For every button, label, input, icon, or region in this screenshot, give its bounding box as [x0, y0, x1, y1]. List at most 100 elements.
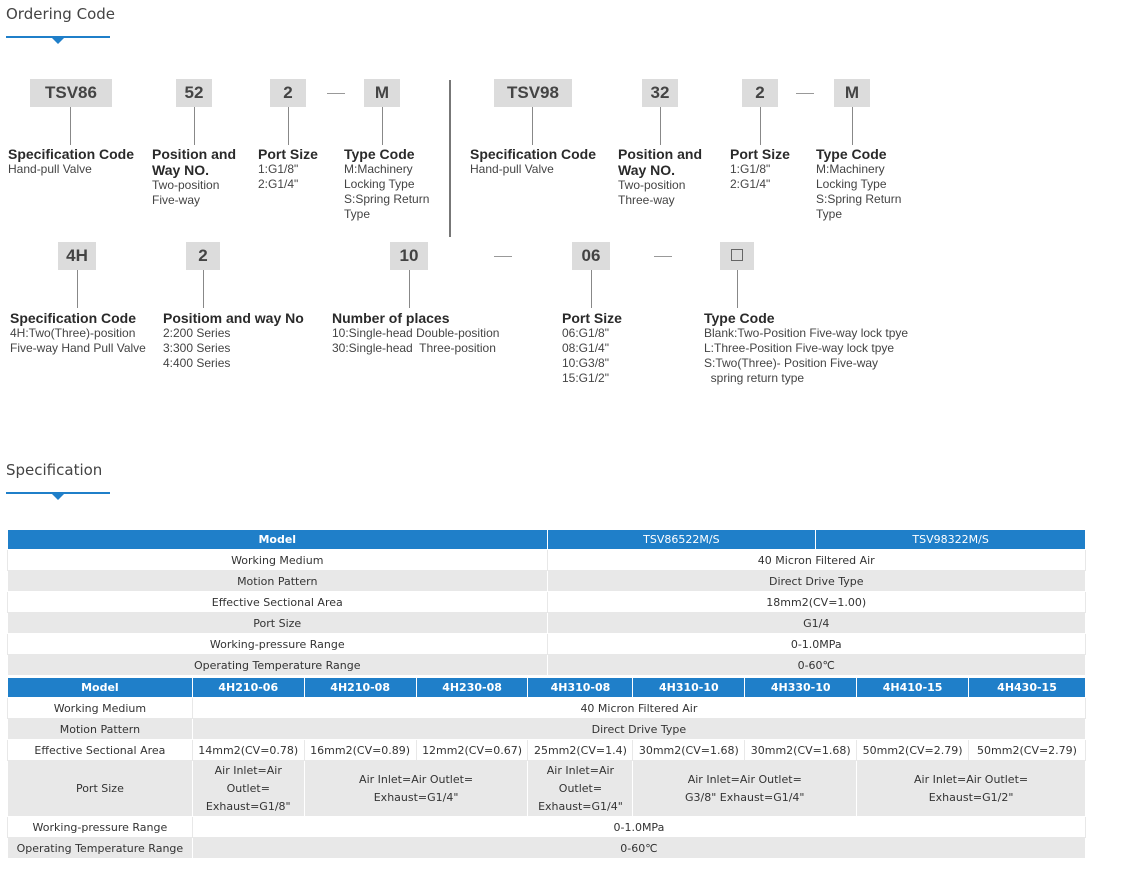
- label-detail: Locking Type: [344, 177, 415, 191]
- connector: [203, 270, 204, 308]
- connector: [70, 107, 71, 145]
- row-value: 16mm2(CV=0.89): [303, 739, 417, 761]
- label-detail: Type: [344, 207, 371, 221]
- row-value: 0-1.0MPa: [546, 633, 1086, 655]
- row-label: Operating Temperature Range: [7, 654, 548, 676]
- row-value: Direct Drive Type: [546, 570, 1086, 592]
- row-value: 12mm2(CV=0.67): [415, 739, 529, 761]
- table-row: Operating Temperature Range 0-60℃: [7, 837, 1087, 859]
- tsv98-spec-label: Specification Code Hand-pull Valve: [470, 146, 596, 177]
- label-detail: Blank:Two-Position Five-way lock tpye: [704, 326, 909, 340]
- table-header-row: Model TSV86522M/S TSV98322M/S: [7, 529, 1086, 550]
- connector: [532, 107, 533, 145]
- tsv86-type-label: Type Code M:Machinery Locking Type S:Spr…: [344, 146, 429, 222]
- table-row: Operating Temperature Range 0-60℃: [7, 654, 1086, 676]
- connector: [382, 107, 383, 145]
- dash: [494, 256, 512, 257]
- tsv98-type-label: Type Code M:Machinery Locking Type S:Spr…: [816, 146, 901, 222]
- table-row: Motion Pattern Direct Drive Type: [7, 570, 1086, 592]
- label-detail: 3:300 Series: [163, 341, 231, 355]
- row-label: Port Size: [7, 612, 548, 634]
- header-cell: 4H230-08: [415, 677, 529, 698]
- tsv86-pos-label: Position and Way NO. Two-position Five-w…: [152, 146, 236, 208]
- code-box-2: 2: [742, 79, 778, 107]
- label-detail: 1:G1/8": [730, 162, 771, 176]
- empty-square-icon: [731, 249, 743, 262]
- dash: [654, 256, 672, 257]
- row-value: Air Inlet=Air Outlet= Exhaust=G1/4": [303, 760, 529, 817]
- label-heading: Number of places: [332, 310, 450, 326]
- table-row: Working-pressure Range 0-1.0MPa: [7, 633, 1086, 655]
- label-heading: Port Size: [258, 146, 318, 162]
- label-detail: spring return type: [704, 371, 805, 385]
- dash: [327, 93, 345, 94]
- label-heading: Type Code: [704, 310, 775, 326]
- row-label: Working-pressure Range: [7, 633, 548, 655]
- header-cell: 4H210-06: [191, 677, 305, 698]
- row-label: Motion Pattern: [7, 718, 193, 740]
- label-heading: Specification Code: [10, 310, 137, 326]
- code-box-2: 2: [186, 242, 220, 270]
- spec-table-tsv: Model TSV86522M/S TSV98322M/S Working Me…: [7, 529, 1086, 676]
- table-row: Port Size G1/4: [7, 612, 1086, 634]
- code-box-4h: 4H: [58, 242, 96, 270]
- table-row: Effective Sectional Area 18mm2(CV=1.00): [7, 591, 1086, 613]
- row-value: Air Inlet=Air Outlet= G3/8" Exhaust=G1/4…: [632, 760, 858, 817]
- label-detail: Hand-pull Valve: [470, 162, 554, 176]
- label-heading: Specification Code: [8, 146, 135, 162]
- header-cell: 4H410-15: [856, 677, 970, 698]
- port-line: Exhaust=G1/4": [538, 799, 623, 813]
- header-cell: 4H430-15: [968, 677, 1086, 698]
- port-line: Air Inlet=Air: [546, 763, 615, 777]
- port-line: Exhaust=G1/8": [205, 799, 291, 813]
- row-label: Working Medium: [7, 549, 548, 571]
- label-heading: Way NO.: [152, 162, 210, 178]
- connector: [737, 270, 738, 308]
- port-line: Exhaust=G1/2": [928, 790, 1014, 804]
- h4-spec-label: Specification Code 4H:Two(Three)-positio…: [10, 310, 146, 356]
- code-box-tsv98: TSV98: [494, 79, 572, 107]
- label-detail: 2:G1/4": [730, 177, 771, 191]
- label-heading: Specification Code: [470, 146, 597, 162]
- row-value: 0-60℃: [546, 654, 1086, 676]
- label-heading: Positiom and way No: [163, 310, 304, 326]
- port-line: Air Inlet=Air Outlet=: [359, 772, 474, 786]
- tsv98-pos-label: Position and Way NO. Two-position Three-…: [618, 146, 702, 208]
- connector: [194, 107, 195, 145]
- label-heading: Port Size: [562, 310, 622, 326]
- label-detail: 15:G1/2": [562, 371, 609, 385]
- row-value: 0-1.0MPa: [191, 816, 1087, 838]
- tsv98-port-label: Port Size 1:G1/8" 2:G1/4": [730, 146, 790, 192]
- header-cell: Model: [7, 677, 193, 698]
- header-cell: TSV86522M/S: [546, 529, 817, 550]
- label-detail: Hand-pull Valve: [8, 162, 92, 176]
- connector: [77, 270, 78, 308]
- h4-pos-label: Positiom and way No 2:200 Series 3:300 S…: [163, 310, 304, 371]
- label-heading: Type Code: [344, 146, 415, 162]
- table-row: Port Size Air Inlet=Air Outlet= Exhaust=…: [7, 760, 1086, 817]
- header-cell: TSV98322M/S: [815, 529, 1086, 550]
- row-value: 40 Micron Filtered Air: [546, 549, 1086, 571]
- code-box-10: 10: [390, 242, 428, 270]
- code-box-m: M: [834, 79, 870, 107]
- label-detail: Two-position: [152, 178, 220, 192]
- label-detail: S:Two(Three)- Position Five-way: [704, 356, 879, 370]
- label-heading: Position and: [618, 146, 702, 162]
- label-detail: S:Spring Return: [816, 192, 902, 206]
- row-value: Direct Drive Type: [191, 718, 1087, 740]
- ordering-code-title: Ordering Code: [6, 5, 115, 23]
- label-detail: Five-way Hand Pull Valve: [10, 341, 146, 355]
- label-detail: 2:G1/4": [258, 177, 299, 191]
- connector: [288, 107, 289, 145]
- port-line: Air Inlet=Air: [214, 763, 282, 777]
- label-detail: Three-way: [618, 193, 675, 207]
- code-box-m: M: [364, 79, 400, 107]
- specification-title: Specification: [6, 461, 103, 479]
- row-label: Working-pressure Range: [7, 816, 193, 838]
- code-box-32: 32: [642, 79, 678, 107]
- label-detail: Locking Type: [816, 177, 887, 191]
- code-box-06: 06: [572, 242, 610, 270]
- label-detail: Five-way: [152, 193, 201, 207]
- table-row: Working Medium 40 Micron Filtered Air: [7, 697, 1087, 719]
- connector: [852, 107, 853, 145]
